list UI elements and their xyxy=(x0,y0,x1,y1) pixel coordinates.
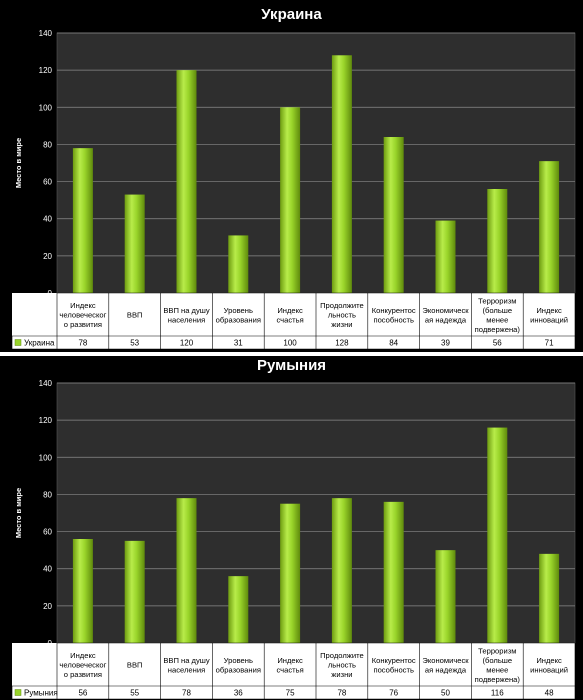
bar-chart-ukraine: Украина020406080100120140Место в миреИнд… xyxy=(11,6,576,350)
data-value: 78 xyxy=(78,339,87,348)
y-tick-label: 20 xyxy=(43,602,52,611)
bar xyxy=(435,550,456,643)
data-value: 116 xyxy=(491,689,504,698)
bar-chart-romania: Румыния020406080100120140Место в миреИнд… xyxy=(11,357,576,700)
data-value: 120 xyxy=(180,339,194,348)
category-label: ВВП xyxy=(127,311,143,320)
category-label: ВВП на душу населения xyxy=(163,306,210,325)
data-value: 50 xyxy=(441,689,450,698)
y-tick-label: 100 xyxy=(39,103,53,112)
data-value: 39 xyxy=(441,339,450,348)
data-value: 53 xyxy=(130,339,139,348)
bar xyxy=(228,235,249,293)
bar xyxy=(280,107,301,294)
y-tick-label: 80 xyxy=(43,490,52,499)
y-tick-label: 120 xyxy=(39,66,53,75)
y-tick-label: 40 xyxy=(43,215,52,224)
category-label: ВВП на душу населения xyxy=(163,656,210,675)
bar xyxy=(176,498,197,643)
bar xyxy=(487,427,508,643)
y-tick-label: 140 xyxy=(39,29,53,38)
category-label: Конкурентос пособность xyxy=(372,306,416,325)
y-axis-label: Место в мире xyxy=(14,488,23,538)
category-label: ВВП xyxy=(127,661,143,670)
chart-panel-ukraine: Украина020406080100120140Место в миреИнд… xyxy=(0,0,583,352)
category-label: Индекс счастья xyxy=(276,306,303,325)
data-value: 48 xyxy=(545,689,554,698)
category-label: Экономическ ая надежда xyxy=(422,306,469,325)
data-value: 84 xyxy=(389,339,398,348)
category-label: Уровень образования xyxy=(216,656,261,675)
legend-label: Украина xyxy=(24,339,55,348)
category-label: Индекс счастья xyxy=(276,656,303,675)
bar xyxy=(435,220,456,293)
data-value: 76 xyxy=(389,689,398,698)
bar xyxy=(383,137,404,293)
y-tick-label: 140 xyxy=(39,379,53,388)
data-value: 36 xyxy=(234,689,243,698)
data-table xyxy=(12,643,575,699)
data-value: 78 xyxy=(182,689,191,698)
category-label: Индекс человеческог о развития xyxy=(59,301,106,329)
category-label: Индекс инноваций xyxy=(530,306,568,325)
legend-swatch xyxy=(14,339,22,346)
chart-title: Румыния xyxy=(257,357,326,374)
bar xyxy=(280,503,301,643)
data-value: 75 xyxy=(286,689,295,698)
category-label: Продолжите льность жизни xyxy=(320,651,364,679)
legend-label: Румыния xyxy=(24,689,58,698)
bar xyxy=(176,70,197,294)
category-label: Индекс человеческог о развития xyxy=(59,651,106,679)
data-value: 56 xyxy=(78,689,87,698)
y-tick-label: 60 xyxy=(43,178,52,187)
chart-panel-romania: Румыния020406080100120140Место в миреИнд… xyxy=(0,356,583,700)
data-value: 31 xyxy=(234,339,243,348)
y-tick-label: 120 xyxy=(39,416,53,425)
category-label: Терроризм (больше менее подвержена) xyxy=(475,296,521,334)
y-tick-label: 40 xyxy=(43,565,52,574)
data-value: 100 xyxy=(283,339,297,348)
bar xyxy=(539,553,560,643)
y-axis-label: Место в мире xyxy=(14,138,23,188)
data-value: 56 xyxy=(493,339,502,348)
chart-title: Украина xyxy=(261,6,322,23)
bar xyxy=(487,189,508,293)
y-tick-label: 80 xyxy=(43,140,52,149)
bar xyxy=(124,194,145,293)
category-label: Экономическ ая надежда xyxy=(422,656,469,675)
category-label: Индекс инноваций xyxy=(530,656,568,675)
data-value: 128 xyxy=(335,339,349,348)
bar xyxy=(228,576,249,643)
y-tick-label: 20 xyxy=(43,252,52,261)
category-label: Конкурентос пособность xyxy=(372,656,416,675)
legend-swatch xyxy=(14,689,22,696)
category-label: Продолжите льность жизни xyxy=(320,301,364,329)
category-label: Терроризм (больше менее подвержена) xyxy=(475,646,521,684)
bar xyxy=(539,161,560,293)
y-tick-label: 100 xyxy=(39,453,53,462)
y-tick-label: 60 xyxy=(43,528,52,537)
bar xyxy=(72,539,93,643)
bar xyxy=(331,55,352,294)
data-value: 78 xyxy=(337,689,346,698)
bar xyxy=(331,498,352,643)
bar xyxy=(124,540,145,643)
category-label: Уровень образования xyxy=(216,306,261,325)
bar xyxy=(383,501,404,643)
bar xyxy=(72,148,93,293)
data-value: 71 xyxy=(545,339,554,348)
data-table xyxy=(12,293,575,349)
data-value: 55 xyxy=(130,689,139,698)
